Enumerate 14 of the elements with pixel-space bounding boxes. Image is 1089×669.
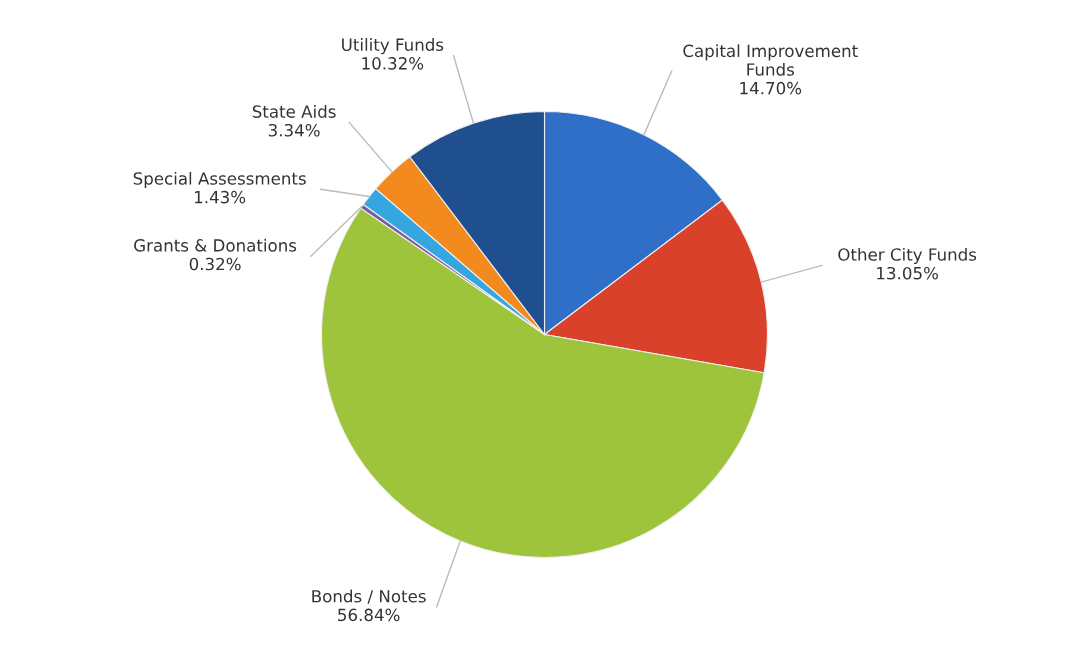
data-label: 1.43%	[195, 190, 246, 204]
slice-label: State Aids	[252, 104, 336, 118]
slice-label: Special Assessments	[133, 171, 306, 189]
slice-label: Grants & Donations	[134, 238, 297, 252]
data-label: 10.32%	[362, 57, 424, 70]
slice-label: Utility Funds	[342, 38, 444, 55]
slice-label: Capital Improvement Funds	[683, 44, 858, 76]
data-label: 14.70%	[740, 81, 802, 95]
slice-label: Bonds / Notes	[312, 589, 426, 604]
data-label: 13.05%	[877, 266, 938, 280]
data-label: 3.34%	[268, 123, 320, 137]
data-label: 0.32%	[189, 257, 241, 271]
slice-label: Other City Funds	[838, 247, 977, 265]
data-label: 56.84%	[338, 608, 400, 622]
